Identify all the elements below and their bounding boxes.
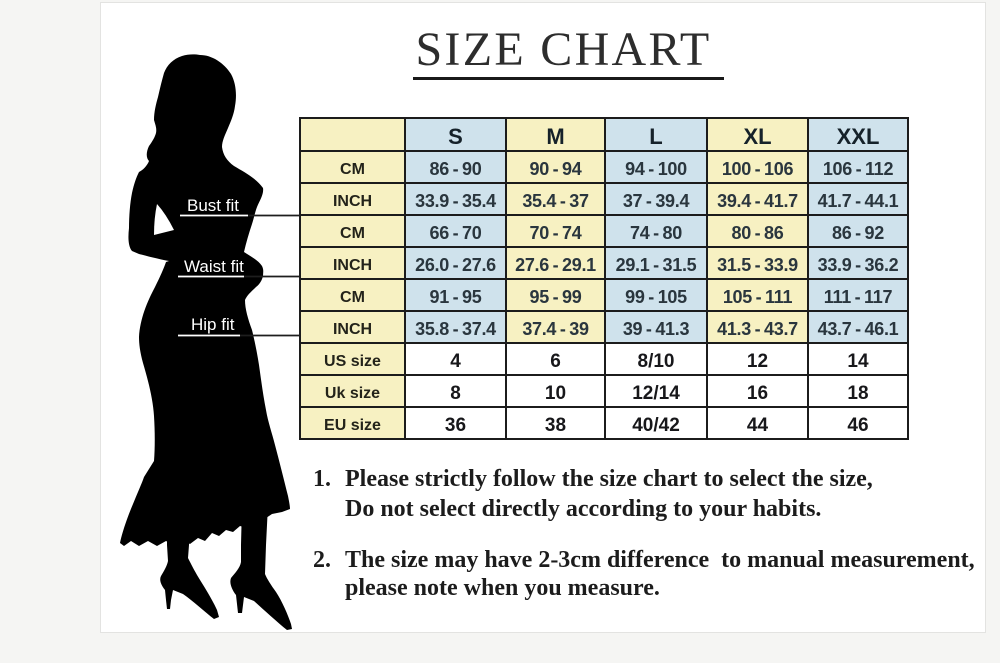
svg-text:Waist fit: Waist fit (184, 257, 244, 276)
svg-text:Bust fit: Bust fit (187, 196, 239, 215)
svg-text:Hip fit: Hip fit (191, 315, 235, 334)
